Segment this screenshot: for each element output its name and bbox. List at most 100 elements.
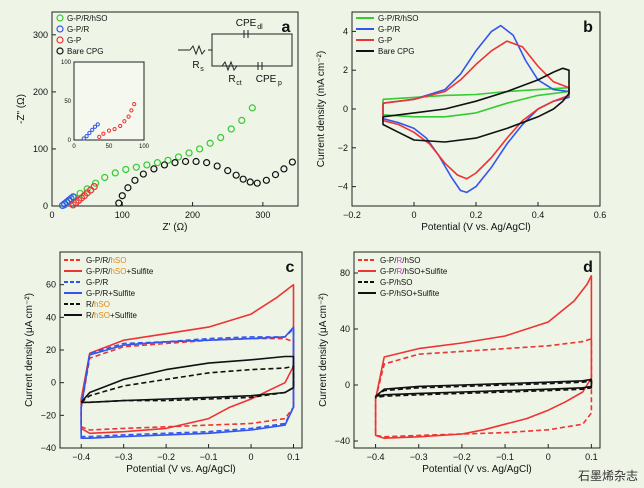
series-line-g-p-r-sulfite <box>80 326 295 439</box>
circuit-box <box>211 33 293 67</box>
data-point-bare-cpg <box>280 165 288 173</box>
series-line-g-p-hso-sulfite <box>375 378 593 397</box>
data-point-bare-cpg <box>139 170 147 178</box>
legend-marker <box>56 14 64 22</box>
legend-label-part: +Sulfite <box>110 311 137 320</box>
data-point-g-p-r-hso <box>83 185 91 193</box>
legend-label: G-P/R <box>86 278 108 287</box>
legend-label-part: hSO <box>110 267 126 276</box>
legend-label: G-P <box>378 36 392 45</box>
data-point-bare-cpg <box>203 159 211 167</box>
x-tick-label: 200 <box>185 210 200 220</box>
y-tick-label: 0 <box>345 380 350 390</box>
legend-label-part: R <box>396 256 402 265</box>
x-tick-label: −0.4 <box>72 452 90 462</box>
inset-point <box>132 102 137 107</box>
cpe-dl-label: CPE <box>236 18 257 29</box>
y-tick-label: 0 <box>51 378 56 388</box>
legend-label: G-P/R+Sulfite <box>86 289 136 298</box>
data-point-bare-cpg <box>192 157 200 166</box>
inset-point <box>95 122 100 127</box>
y-tick-label: −40 <box>41 443 56 453</box>
watermark: 石墨烯杂志 <box>577 469 638 483</box>
legend-label: G-P/R/hSO <box>86 256 126 265</box>
data-point-bare-cpg <box>181 157 190 166</box>
legend-label-part: G-P/hSO <box>380 278 412 287</box>
series-line-r-hso-sulfite <box>80 355 295 404</box>
y-tick-label: 40 <box>340 324 350 334</box>
legend-label-part: hSO <box>94 311 110 320</box>
series-line-g-p <box>382 40 570 180</box>
legend-label-part: G-P/R+Sulfite <box>86 289 136 298</box>
data-point-bare-cpg <box>115 199 123 207</box>
legend-label-part: +Sulfite <box>126 267 153 276</box>
data-point-bare-cpg <box>171 159 179 167</box>
legend-label: G-P/R/hSO <box>67 14 107 23</box>
data-point-g-p-r-hso <box>164 156 172 164</box>
x-tick-label: 0.6 <box>594 210 607 220</box>
y-tick-label: 0 <box>43 201 48 211</box>
data-point-bare-cpg <box>118 192 126 200</box>
resistor-rct <box>221 60 238 72</box>
legend-label-part: R/ <box>86 300 95 309</box>
legend-label: G-P/R/hSO+Sulfite <box>380 267 448 276</box>
panel-letter: b <box>583 19 593 36</box>
x-tick-label: −0.4 <box>367 452 385 462</box>
data-point-g-p-r <box>61 200 69 208</box>
x-tick-label: 0.1 <box>585 452 598 462</box>
y-axis-label: Current density (mA cm⁻²) <box>316 51 327 167</box>
data-point-bare-cpg <box>160 161 169 169</box>
legend-label: G-P/R/hSO+Sulfite <box>86 267 154 276</box>
inset-plot: 0 50 100 0 50 100 <box>61 60 150 150</box>
legend-label-part: G-P/R <box>86 278 108 287</box>
series-line-g-p-r-hso-sulfite <box>374 275 593 439</box>
y-tick-label: −40 <box>335 436 350 446</box>
legend-label: G-P/R <box>378 25 400 34</box>
data-point-bare-cpg <box>253 179 261 187</box>
rs-label: R <box>192 60 199 71</box>
series-line-g-p-hso <box>374 380 593 399</box>
data-point-g-p-r-hso <box>238 116 246 125</box>
y-tick-label: 100 <box>33 144 48 154</box>
y-tick-label: 20 <box>46 345 56 355</box>
legend-label: G-P/hSO+Sulfite <box>380 289 440 298</box>
inset-point <box>129 108 134 113</box>
data-point-bare-cpg <box>288 158 296 166</box>
inset-point <box>122 119 127 124</box>
inset-point <box>101 131 106 136</box>
x-tick-label: 0 <box>411 210 416 220</box>
inset-y-tick-label: 0 <box>68 138 72 144</box>
data-point-bare-cpg <box>224 167 232 175</box>
data-point-g-p-r-hso <box>185 149 193 157</box>
data-point-bare-cpg <box>271 171 280 179</box>
y-tick-label: 60 <box>46 280 56 290</box>
resistor-rs <box>189 44 206 56</box>
data-point-g-p-r-hso <box>206 139 214 147</box>
data-point-bare-cpg <box>213 162 221 170</box>
x-tick-label: −0.3 <box>115 452 133 462</box>
data-point-g-p-r <box>65 196 73 204</box>
x-axis-label: Potential (V vs. Ag/AgCl) <box>422 464 532 475</box>
legend-label-part: G-P/R/ <box>86 267 111 276</box>
legend-label-part: G-P/hSO+Sulfite <box>380 289 440 298</box>
y-axis-label: -Z" (Ω) <box>16 94 27 124</box>
y-tick-label: −2 <box>338 143 348 153</box>
data-point-g-p-r <box>63 198 71 206</box>
x-tick-label: 0 <box>249 452 254 462</box>
x-axis-label: Potential (V vs. Ag/AgCl) <box>421 222 531 233</box>
data-point-bare-cpg <box>232 171 240 179</box>
x-tick-label: 0 <box>49 210 54 220</box>
data-point-bare-cpg <box>262 176 270 184</box>
data-point-g-p-r <box>67 194 75 203</box>
x-axis-label: Z' (Ω) <box>163 222 188 233</box>
series-line-g-p-r-hso <box>374 338 593 438</box>
inset-point <box>90 127 95 132</box>
legend-label-part: /hSO <box>402 256 420 265</box>
y-tick-label: 200 <box>33 87 48 97</box>
legend-label-part: G-P/ <box>380 256 397 265</box>
x-tick-label: −0.3 <box>410 452 428 462</box>
x-tick-label: −0.1 <box>496 452 514 462</box>
x-tick-label: −0.2 <box>343 210 361 220</box>
y-tick-label: −20 <box>41 410 56 420</box>
x-tick-label: −0.2 <box>453 452 471 462</box>
